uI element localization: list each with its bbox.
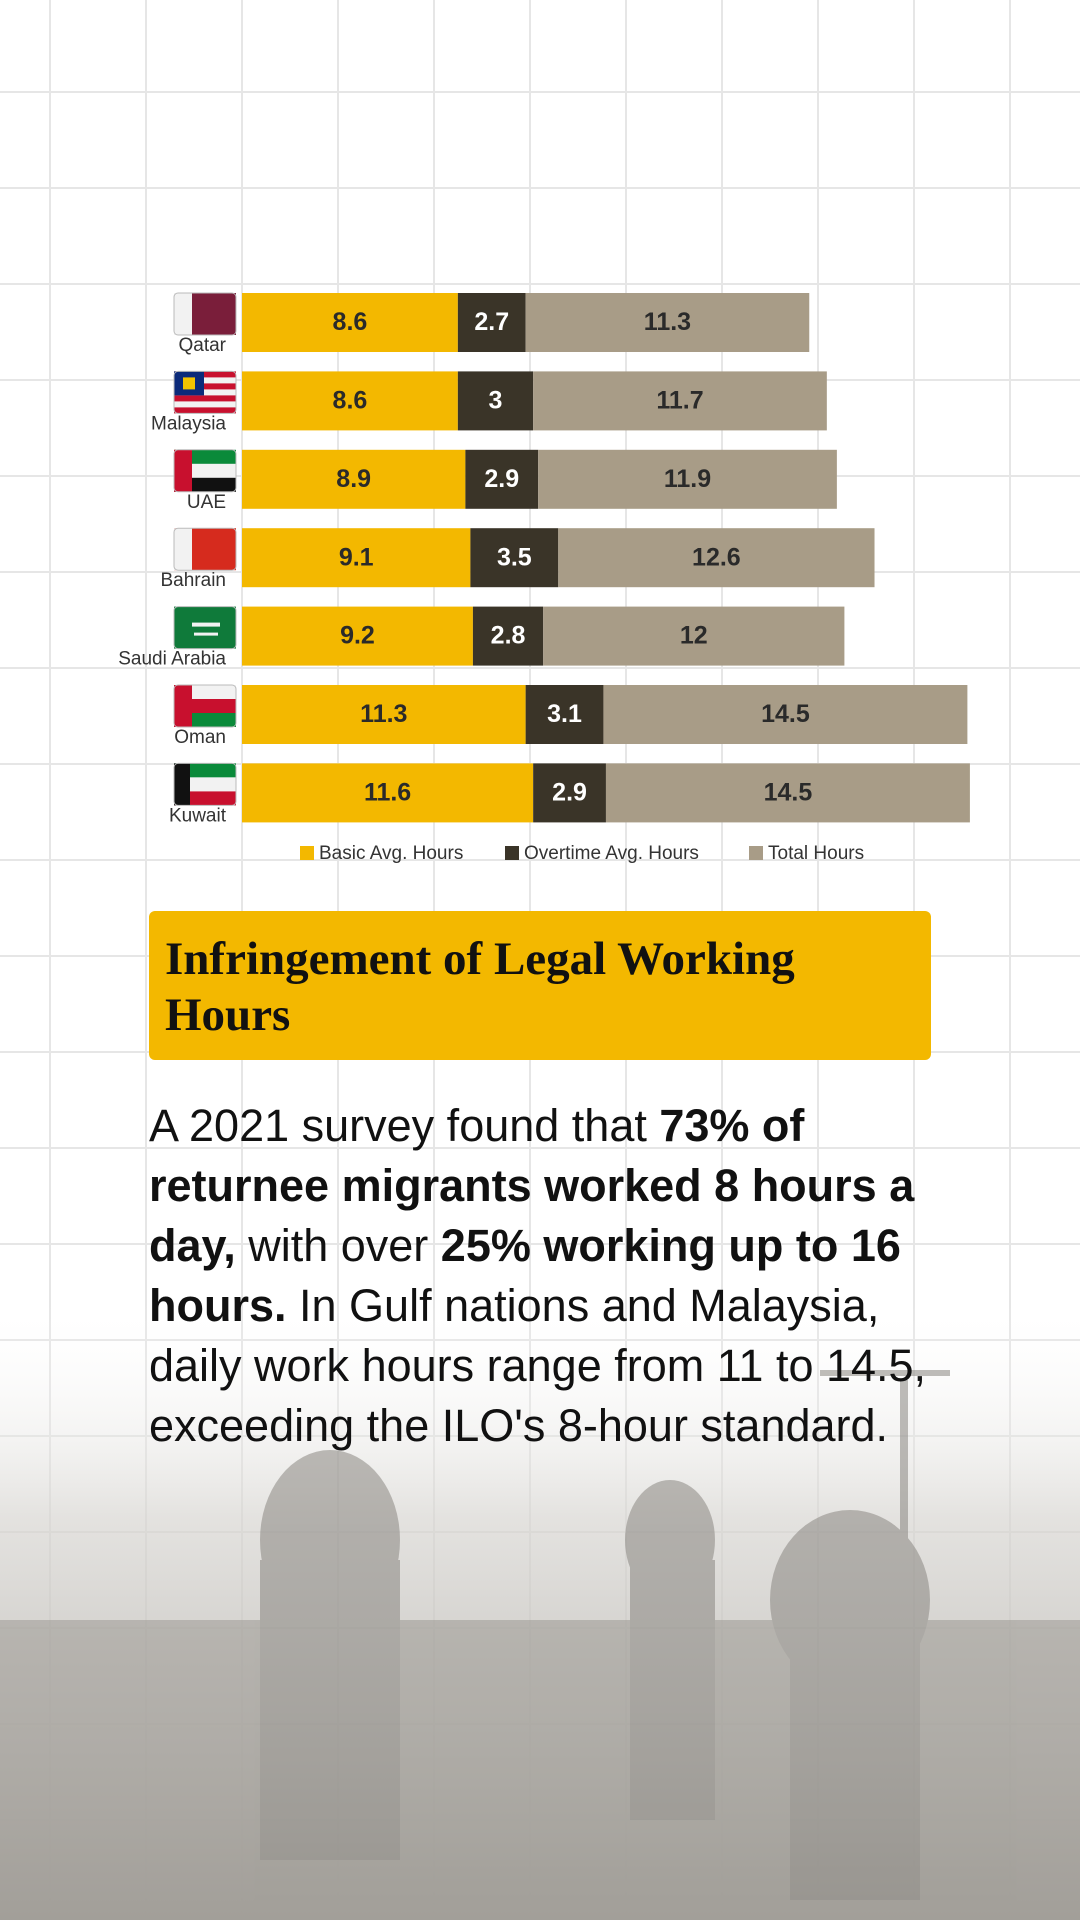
flag-part	[174, 293, 192, 335]
bar-segment	[543, 606, 845, 666]
y-tick-label: Oman	[174, 727, 226, 748]
flag-part	[174, 383, 236, 390]
section-title: Infringement of Legal Working Hours	[165, 933, 795, 1041]
legend-swatch	[300, 846, 314, 860]
data-label: 2.9	[552, 779, 587, 807]
y-tick-label: Kuwait	[169, 805, 227, 826]
data-label: 14.5	[764, 779, 813, 807]
data-label: 8.9	[336, 465, 371, 493]
data-label: 3.1	[547, 700, 582, 728]
flag-frame	[173, 684, 237, 728]
flag-part	[194, 632, 218, 636]
data-label: 2.8	[491, 622, 526, 650]
data-label: 3.5	[497, 543, 532, 571]
flag-part	[174, 395, 236, 402]
bar-segment	[242, 449, 466, 509]
photo-silhouettes	[0, 1370, 1080, 1920]
flag-part	[174, 606, 236, 649]
flag	[173, 527, 237, 571]
y-tick-label: UAE	[187, 492, 226, 513]
legend-swatch	[505, 846, 519, 860]
data-label: 11.7	[656, 387, 703, 415]
bar-segment	[242, 685, 526, 744]
flag	[173, 762, 237, 806]
title-box: Infringement of Legal Working Hours	[149, 911, 931, 1060]
flag-frame	[173, 292, 237, 336]
y-tick-label: Qatar	[178, 335, 226, 356]
flag-part	[192, 622, 220, 627]
data-label: 12.6	[692, 543, 741, 571]
bar-segment	[242, 293, 458, 352]
bar-segment	[457, 371, 534, 431]
bar-segment	[525, 293, 810, 352]
flag	[173, 292, 237, 336]
bar-segment	[603, 685, 968, 744]
bar-segment	[470, 528, 559, 588]
y-tick-label: Bahrain	[161, 570, 227, 591]
flag-frame	[173, 370, 237, 414]
legend-swatch	[749, 846, 763, 860]
flag-part	[183, 377, 195, 390]
flag-part	[174, 371, 236, 378]
bar-segment	[533, 763, 606, 823]
flag-part	[174, 685, 192, 727]
bar-segment	[538, 449, 837, 509]
text-run: with over	[235, 1220, 441, 1271]
flag-frame	[173, 606, 237, 650]
text-run: A 2021 survey found that	[149, 1100, 660, 1151]
y-tick-label: Malaysia	[151, 413, 226, 434]
text-run: 73% of returnee migrants worked 8 hours …	[149, 1100, 915, 1271]
data-label: 11.9	[664, 465, 711, 493]
bar-segment	[242, 371, 458, 431]
data-label: 9.2	[340, 622, 375, 650]
data-label: 14.5	[761, 700, 810, 728]
bar-segment	[525, 685, 604, 744]
bar-segment	[457, 293, 526, 352]
flag-part	[174, 449, 192, 492]
flag	[173, 370, 237, 414]
legend-label: Basic Avg. Hours	[319, 843, 463, 864]
legend-label: Total Hours	[768, 843, 864, 864]
flag-part	[174, 528, 192, 571]
bar-segment	[465, 449, 539, 509]
bar-segment	[242, 528, 471, 588]
flag	[173, 449, 237, 493]
legend-label: Overtime Avg. Hours	[524, 843, 699, 864]
body-text: A 2021 survey found that 73% of returnee…	[149, 1096, 939, 1456]
y-tick-label: Saudi Arabia	[118, 649, 226, 670]
flag	[173, 684, 237, 728]
bar-segment	[242, 606, 473, 666]
data-label: 11.3	[644, 308, 691, 336]
flag-frame	[173, 527, 237, 571]
flag-part	[174, 763, 190, 806]
data-label: 12	[680, 622, 708, 650]
data-label: 8.6	[333, 387, 368, 415]
bar-segment	[605, 763, 970, 823]
data-label: 9.1	[339, 543, 374, 571]
flag-part	[174, 407, 236, 414]
bar-segment	[558, 528, 875, 588]
text-run: 25% working up to 16 hours.	[149, 1220, 901, 1331]
bar-segment	[242, 763, 534, 823]
bar-segment	[472, 606, 544, 666]
flag-frame	[173, 449, 237, 493]
flag	[173, 606, 237, 650]
text-run: In Gulf nations and Malaysia, daily work…	[149, 1280, 927, 1451]
data-label: 2.9	[484, 465, 519, 493]
flag-frame	[173, 762, 237, 806]
data-label: 8.6	[333, 308, 368, 336]
data-label: 2.7	[474, 308, 509, 336]
data-label: 11.6	[364, 779, 411, 807]
data-label: 3	[489, 387, 503, 415]
bar-segment	[533, 371, 827, 431]
data-label: 11.3	[360, 700, 407, 728]
